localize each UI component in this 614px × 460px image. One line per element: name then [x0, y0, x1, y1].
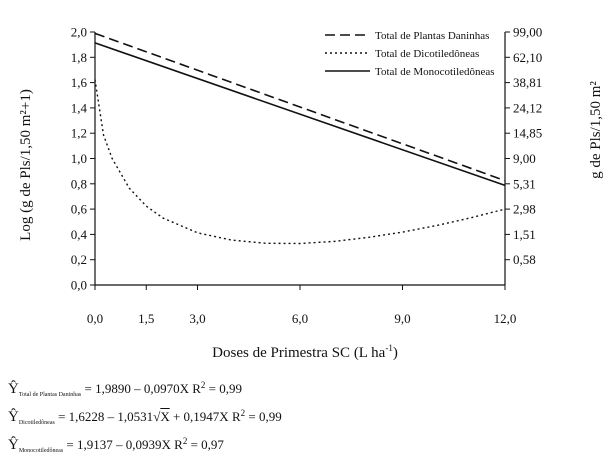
- y-tick-label-left: 2,0: [71, 25, 87, 40]
- y-tick-label-left: 0,6: [71, 202, 88, 217]
- equation-text-pre: = 1,6228 – 1,0531: [54, 409, 154, 424]
- equation-r2: = 0,99: [245, 409, 282, 424]
- series-layer: [94, 32, 506, 245]
- y-tick-label-left: 1,2: [71, 126, 87, 141]
- y-tick-label-left: 0,8: [71, 176, 87, 191]
- y-hat-symbol: Ŷ: [8, 437, 19, 453]
- equation-total: ŶTotal de Plantas Daninhas = 1,9890 – 0,…: [8, 376, 608, 404]
- y-tick-label-right: 24,12: [513, 100, 542, 115]
- equation-text: + 0,1947X R: [169, 409, 241, 424]
- x-tick-label: 1,5: [138, 311, 154, 326]
- x-tick-label: 0,0: [87, 311, 103, 326]
- y-tick-label-left: 1,4: [71, 100, 88, 115]
- y-tick-label-left: 0,0: [71, 278, 87, 293]
- y-tick-label-right: 99,00: [513, 25, 542, 40]
- equation-superscript: 2: [200, 380, 206, 390]
- equation-superscript: 2: [182, 436, 188, 446]
- y-axis-label-right: g de Pls/1,50 m²: [588, 81, 604, 179]
- equation-text: = 1,9890 – 0,0970X R: [81, 381, 201, 396]
- equation-sqrt-arg: X: [160, 409, 170, 424]
- equation-r2: = 0,99: [205, 381, 242, 396]
- y-tick-label-right: 5,31: [513, 176, 536, 191]
- sqrt-symbol: √: [153, 409, 161, 424]
- y-tick-label-right: 62,10: [513, 50, 542, 65]
- regression-equations: ŶTotal de Plantas Daninhas = 1,9890 – 0,…: [8, 376, 608, 460]
- series-line-1: [94, 32, 506, 182]
- chart: 0,0 0,2 0,4 0,6 0,8 1,0 1,2 1,4 1,6 1,8 2,0 99,00 62…: [18, 25, 604, 362]
- x-tick-label: 12,0: [494, 311, 517, 326]
- y-axis-label-left: Log (g de Pls/1,50 m²+1): [18, 89, 34, 241]
- y-tick-label-right: 1,51: [513, 227, 536, 242]
- y-tick-label-left: 1,8: [71, 50, 87, 65]
- series-line-2: [94, 79, 506, 245]
- x-tick-label: 9,0: [394, 311, 410, 326]
- x-tick-label: 3,0: [189, 311, 205, 326]
- equation-subscript: Dicotiledôneas: [18, 420, 55, 426]
- legend: Total de Plantas Daninhas Total de Dicoti…: [325, 30, 495, 78]
- y-tick-label-left: 1,6: [71, 75, 88, 90]
- y-hat-symbol: Ŷ: [8, 381, 19, 397]
- equation-subscript: Monocotiledôneas: [18, 448, 64, 454]
- x-axis-label-end: ): [393, 345, 398, 361]
- plot-axes: 0,0 0,2 0,4 0,6 0,8 1,0 1,2 1,4 1,6 1,8 2,0 99,00 62…: [71, 25, 543, 327]
- legend-label-2: Total de Dicotiledôneas: [375, 48, 479, 60]
- equation-r2: = 0,97: [187, 437, 224, 452]
- series-line-3: [94, 42, 506, 187]
- x-axis-label-sup: -1: [385, 343, 393, 353]
- y-tick-label-right: 2,98: [513, 202, 536, 217]
- y-tick-label-left: 0,4: [71, 227, 88, 242]
- legend-label-3: Total de Monocotiledôneas: [375, 66, 495, 78]
- x-axis-label-main: Doses de Primestra SC (L ha: [212, 345, 386, 361]
- x-axis-label: Doses de Primestra SC (L ha-1): [212, 343, 398, 361]
- x-tick-label: 6,0: [292, 311, 308, 326]
- y-tick-label-left: 1,0: [71, 151, 87, 166]
- y-tick-label-right: 0,58: [513, 252, 536, 267]
- y-tick-label-left: 0,2: [71, 252, 87, 267]
- equation-superscript: 2: [240, 408, 246, 418]
- equation-text: = 1,9137 – 0,0939X R: [63, 437, 183, 452]
- y-hat-symbol: Ŷ: [8, 409, 19, 425]
- y-tick-label-right: 14,85: [513, 126, 542, 141]
- equation-subscript: Total de Plantas Daninhas: [18, 392, 82, 398]
- equation-mono: ŶMonocotiledôneas = 1,9137 – 0,0939X R2 …: [8, 432, 608, 460]
- y-tick-label-right: 38,81: [513, 75, 542, 90]
- equation-dicot: ŶDicotiledôneas = 1,6228 – 1,0531√X + 0,…: [8, 404, 608, 432]
- y-tick-label-right: 9,00: [513, 151, 536, 166]
- legend-label-1: Total de Plantas Daninhas: [375, 30, 489, 42]
